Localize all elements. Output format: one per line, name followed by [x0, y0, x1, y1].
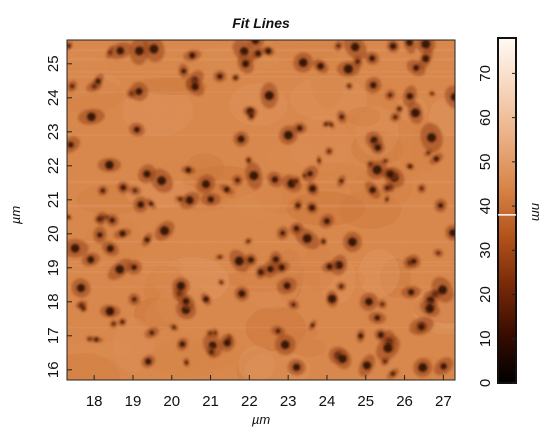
- x-tick-label: 24: [319, 393, 336, 410]
- colorbar-tick-label: 60: [477, 109, 494, 126]
- x-tick-label: 23: [280, 393, 297, 410]
- y-tick-label: 18: [45, 293, 62, 310]
- chart-title: Fit Lines: [232, 15, 290, 31]
- colorbar-ticks: 0 10 20 30 40 50 60 70: [477, 65, 516, 387]
- y-tick-label: 19: [45, 259, 62, 276]
- y-tick-label: 23: [45, 123, 62, 140]
- y-tick-label: 25: [45, 55, 62, 72]
- colorbar-tick-label: 50: [477, 154, 494, 171]
- colorbar: [497, 37, 517, 384]
- y-tick-label: 20: [45, 225, 62, 242]
- plot-frame: [66, 39, 456, 381]
- heatmap-area: [67, 40, 455, 380]
- colorbar-label: nm: [529, 203, 540, 221]
- y-tick-label: 22: [45, 157, 62, 174]
- y-tick-label: 24: [45, 89, 62, 106]
- surface-grain: [67, 40, 455, 380]
- colorbar-tick-label: 10: [477, 330, 494, 347]
- colorbar-tick-label: 70: [477, 65, 494, 82]
- x-tick-label: 18: [86, 393, 103, 410]
- colorbar-tick-label: 40: [477, 198, 494, 215]
- colorbar-tick-label: 30: [477, 242, 494, 259]
- colorbar-tick-label: 0: [477, 379, 494, 387]
- y-tick-label: 21: [45, 191, 62, 208]
- x-tick-label: 27: [435, 393, 452, 410]
- colorbar-tick-label: 20: [477, 286, 494, 303]
- x-tick-label: 22: [241, 393, 258, 410]
- y-tick-label: 17: [45, 327, 62, 344]
- x-tick-label: 19: [125, 393, 142, 410]
- y-axis-ticks: 16 17 18 19 20 21 22 23 24 25: [45, 55, 72, 378]
- y-tick-label: 16: [45, 361, 62, 378]
- x-tick-label: 25: [357, 393, 374, 410]
- x-tick-label: 26: [396, 393, 413, 410]
- x-tick-label: 20: [163, 393, 180, 410]
- x-tick-label: 21: [202, 393, 219, 410]
- x-axis-ticks: 18 19 20 21 22 23 24 25 26 27: [86, 375, 452, 410]
- y-axis-label: µm: [8, 206, 23, 224]
- x-axis-label: µm: [252, 412, 270, 427]
